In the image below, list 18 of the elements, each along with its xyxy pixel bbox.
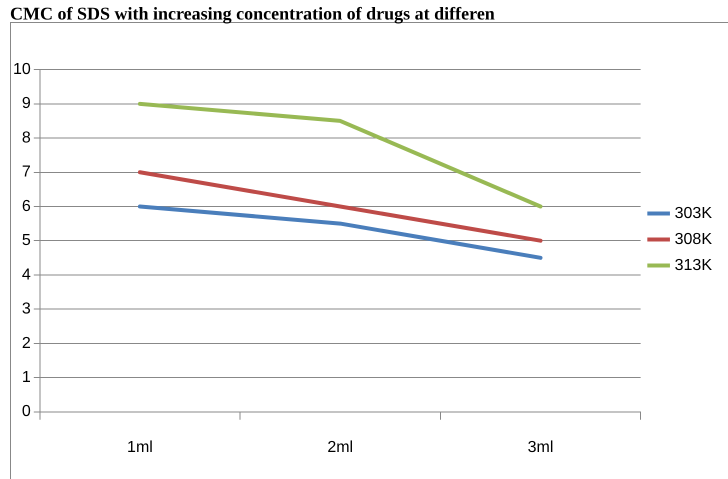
y-tick-label: 5 <box>22 232 31 250</box>
y-tick-label: 1 <box>22 368 31 386</box>
legend-label: 313K <box>674 256 712 274</box>
x-tick-label: 3ml <box>528 438 554 456</box>
y-tick-label: 8 <box>22 129 31 146</box>
y-tick-label: 4 <box>22 266 31 284</box>
y-tick-label: 10 <box>13 61 31 78</box>
legend-label: 303K <box>674 204 712 222</box>
x-tick-label: 1ml <box>127 438 153 456</box>
chart-title: CMC of SDS with increasing concentration of drugs at differen <box>10 3 495 24</box>
y-tick-label: 3 <box>22 300 31 318</box>
legend-label: 308K <box>674 230 712 248</box>
y-tick-label: 6 <box>22 198 31 215</box>
y-tick-label: 2 <box>22 334 31 352</box>
y-tick-label: 7 <box>22 164 31 181</box>
y-tick-label: 9 <box>22 95 31 112</box>
x-tick-label: 2ml <box>327 438 354 456</box>
y-tick-label: 0 <box>22 403 31 420</box>
